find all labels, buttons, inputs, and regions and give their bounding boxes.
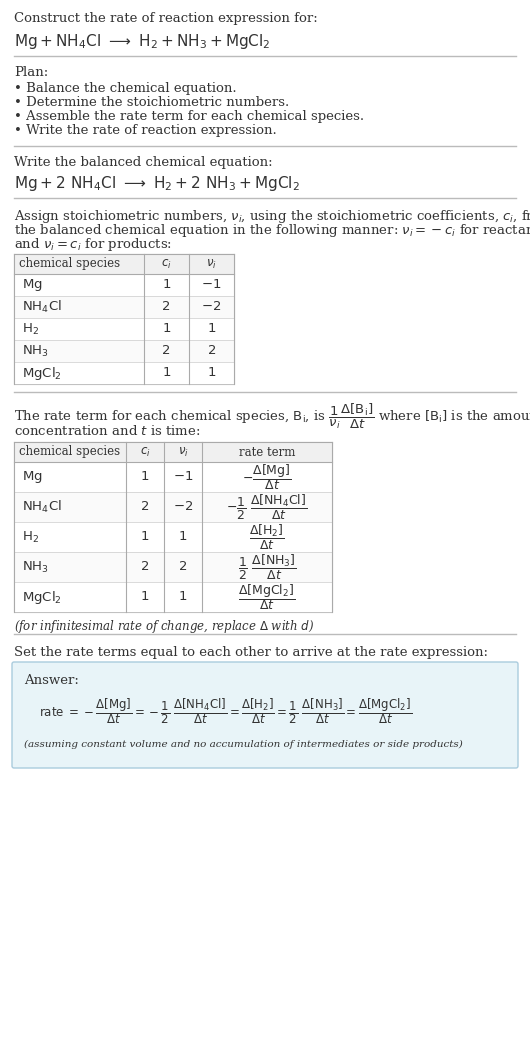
Text: 1: 1: [162, 322, 171, 336]
Text: • Assemble the rate term for each chemical species.: • Assemble the rate term for each chemic…: [14, 110, 364, 123]
Text: chemical species: chemical species: [19, 257, 120, 271]
Text: The rate term for each chemical species, $\mathrm{B_i}$, is $\dfrac{1}{\nu_i}\df: The rate term for each chemical species,…: [14, 402, 530, 431]
FancyBboxPatch shape: [12, 662, 518, 768]
Bar: [14, 442, 332, 462]
Text: 2: 2: [141, 500, 149, 514]
Text: Plan:: Plan:: [14, 66, 48, 79]
Text: rate term: rate term: [239, 446, 295, 458]
Text: (for infinitesimal rate of change, replace $\Delta$ with $d$): (for infinitesimal rate of change, repla…: [14, 618, 314, 635]
Text: 2: 2: [162, 344, 171, 358]
Text: 1: 1: [141, 471, 149, 483]
Text: $1$: $1$: [179, 591, 188, 604]
Text: $\mathrm{MgCl_2}$: $\mathrm{MgCl_2}$: [22, 589, 62, 606]
Bar: [14, 582, 332, 612]
Text: $\mathrm{MgCl_2}$: $\mathrm{MgCl_2}$: [22, 364, 62, 382]
Text: chemical species: chemical species: [19, 446, 120, 458]
Text: Answer:: Answer:: [24, 674, 79, 687]
Text: • Balance the chemical equation.: • Balance the chemical equation.: [14, 82, 236, 95]
Text: $\mathrm{H_2}$: $\mathrm{H_2}$: [22, 321, 39, 337]
Text: $2$: $2$: [207, 344, 216, 358]
Text: $-2$: $-2$: [201, 300, 222, 314]
Bar: [14, 274, 234, 296]
Text: $\dfrac{\Delta[\mathrm{H_2}]}{\Delta t}$: $\dfrac{\Delta[\mathrm{H_2}]}{\Delta t}$: [249, 523, 285, 551]
Text: 2: 2: [141, 561, 149, 573]
Text: Set the rate terms equal to each other to arrive at the rate expression:: Set the rate terms equal to each other t…: [14, 646, 488, 659]
Text: Construct the rate of reaction expression for:: Construct the rate of reaction expressio…: [14, 12, 318, 25]
Text: $\mathrm{H_2}$: $\mathrm{H_2}$: [22, 529, 39, 545]
Text: $1$: $1$: [179, 530, 188, 544]
Text: $\nu_i$: $\nu_i$: [206, 257, 217, 271]
Bar: [14, 340, 234, 362]
Text: $-1$: $-1$: [201, 278, 222, 292]
Bar: [14, 442, 332, 612]
Bar: [14, 462, 332, 492]
Text: $1$: $1$: [207, 322, 216, 336]
Text: $\mathrm{Mg + 2\ NH_4Cl\ \longrightarrow\ H_2 + 2\ NH_3 + MgCl_2}$: $\mathrm{Mg + 2\ NH_4Cl\ \longrightarrow…: [14, 174, 300, 194]
Text: $c_i$: $c_i$: [139, 446, 151, 458]
Text: $-\dfrac{\Delta[\mathrm{Mg}]}{\Delta t}$: $-\dfrac{\Delta[\mathrm{Mg}]}{\Delta t}$: [242, 462, 292, 492]
Text: Assign stoichiometric numbers, $\nu_i$, using the stoichiometric coefficients, $: Assign stoichiometric numbers, $\nu_i$, …: [14, 208, 530, 225]
Text: and $\nu_i = c_i$ for products:: and $\nu_i = c_i$ for products:: [14, 236, 172, 253]
Text: 1: 1: [162, 366, 171, 380]
Text: $\mathrm{NH_3}$: $\mathrm{NH_3}$: [22, 560, 49, 574]
Bar: [14, 296, 234, 318]
Text: $\nu_i$: $\nu_i$: [178, 446, 188, 458]
Text: 1: 1: [141, 591, 149, 604]
Text: $\mathrm{NH_3}$: $\mathrm{NH_3}$: [22, 343, 49, 359]
Text: $2$: $2$: [179, 561, 188, 573]
Bar: [14, 254, 234, 384]
Text: $\dfrac{1}{2}\ \dfrac{\Delta[\mathrm{NH_3}]}{\Delta t}$: $\dfrac{1}{2}\ \dfrac{\Delta[\mathrm{NH_…: [237, 552, 296, 582]
Text: $-2$: $-2$: [173, 500, 193, 514]
Text: $1$: $1$: [207, 366, 216, 380]
Text: rate $= -\dfrac{\Delta[\mathrm{Mg}]}{\Delta t} = -\dfrac{1}{2}\ \dfrac{\Delta[\m: rate $= -\dfrac{\Delta[\mathrm{Mg}]}{\De…: [39, 696, 412, 726]
Bar: [14, 552, 332, 582]
Text: $\mathrm{Mg}$: $\mathrm{Mg}$: [22, 277, 43, 293]
Bar: [14, 318, 234, 340]
Text: 2: 2: [162, 300, 171, 314]
Text: $c_i$: $c_i$: [161, 257, 172, 271]
Bar: [14, 254, 234, 274]
Text: Write the balanced chemical equation:: Write the balanced chemical equation:: [14, 156, 272, 169]
Text: • Determine the stoichiometric numbers.: • Determine the stoichiometric numbers.: [14, 96, 289, 109]
Bar: [14, 362, 234, 384]
Text: 1: 1: [141, 530, 149, 544]
Text: $\mathrm{NH_4Cl}$: $\mathrm{NH_4Cl}$: [22, 299, 62, 315]
Text: $\mathrm{Mg}$: $\mathrm{Mg}$: [22, 469, 43, 485]
Text: $\mathrm{NH_4Cl}$: $\mathrm{NH_4Cl}$: [22, 499, 62, 515]
Text: $-\dfrac{1}{2}\ \dfrac{\Delta[\mathrm{NH_4Cl}]}{\Delta t}$: $-\dfrac{1}{2}\ \dfrac{\Delta[\mathrm{NH…: [226, 493, 308, 522]
Text: the balanced chemical equation in the following manner: $\nu_i = -c_i$ for react: the balanced chemical equation in the fo…: [14, 222, 530, 238]
Text: concentration and $t$ is time:: concentration and $t$ is time:: [14, 424, 200, 438]
Text: (assuming constant volume and no accumulation of intermediates or side products): (assuming constant volume and no accumul…: [24, 740, 463, 749]
Text: $-1$: $-1$: [173, 471, 193, 483]
Text: 1: 1: [162, 278, 171, 292]
Text: $\mathrm{Mg + NH_4Cl\ \longrightarrow\ H_2 + NH_3 + MgCl_2}$: $\mathrm{Mg + NH_4Cl\ \longrightarrow\ H…: [14, 32, 270, 51]
Text: $\dfrac{\Delta[\mathrm{MgCl_2}]}{\Delta t}$: $\dfrac{\Delta[\mathrm{MgCl_2}]}{\Delta …: [238, 582, 296, 612]
Bar: [14, 492, 332, 522]
Text: • Write the rate of reaction expression.: • Write the rate of reaction expression.: [14, 124, 277, 137]
Bar: [14, 522, 332, 552]
